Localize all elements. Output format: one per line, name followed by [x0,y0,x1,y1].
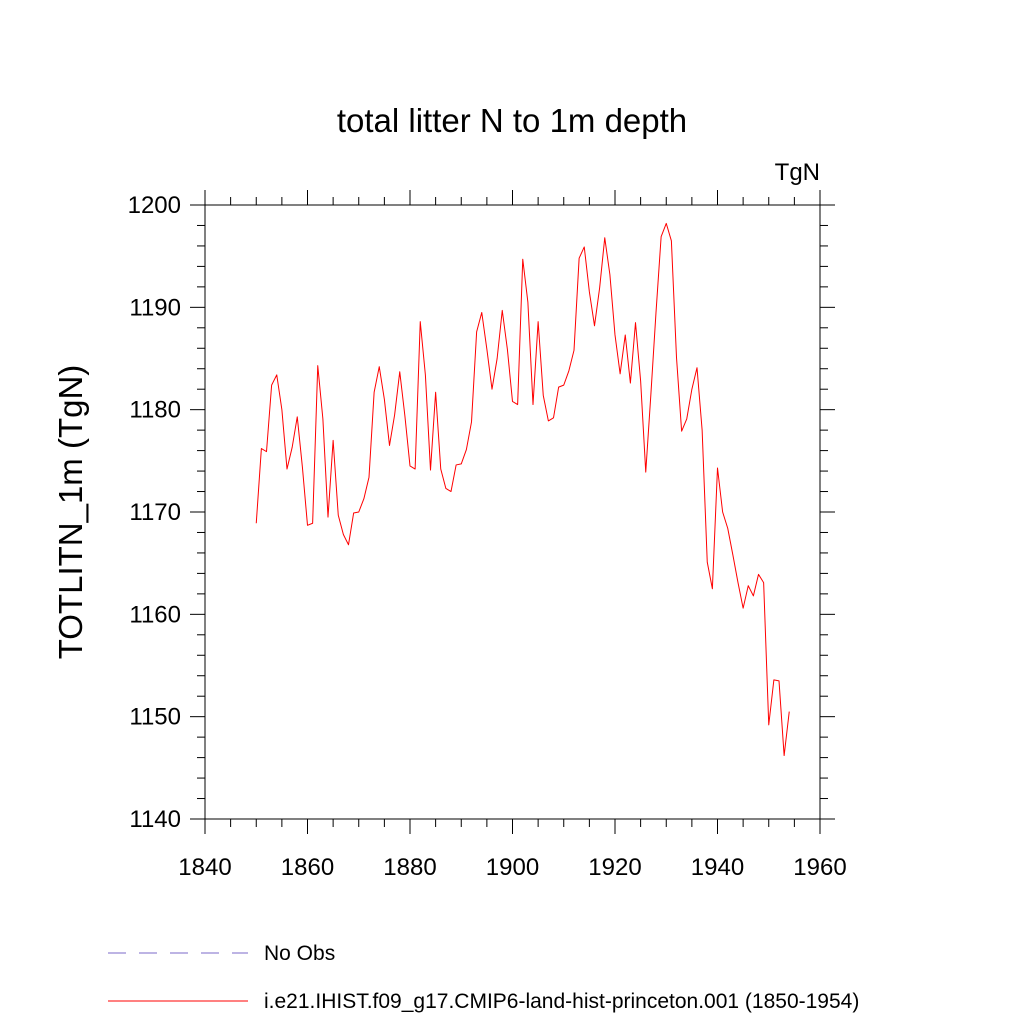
legend-label-model-run: i.e21.IHIST.f09_g17.CMIP6-land-hist-prin… [264,990,859,1013]
series-line-1 [255,222,790,757]
legend-label-no-obs: No Obs [264,942,335,965]
y-tick-label: 1140 [129,806,181,833]
x-tick-label: 1920 [588,854,641,881]
x-tick-label: 1960 [793,854,846,881]
axis-tick-labels: 1840 1860 1880 1900 1920 1940 1960 1140 1150 1160… [128,192,847,881]
x-tick-label: 1940 [691,854,744,881]
y-axis-label: TOTLITN_1m (TgN) [52,365,89,660]
legend: No Obs i.e21.IHIST.f09_g17.CMIP6-land-hi… [108,942,859,1013]
y-tick-label: 1180 [129,397,181,424]
x-tick-label: 1880 [383,854,436,881]
x-tick-label: 1840 [178,854,231,881]
y-tick-label: 1150 [129,704,181,731]
x-tick-label: 1860 [281,854,334,881]
x-tick-label: 1900 [486,854,539,881]
chart-title: total litter N to 1m depth [337,102,687,139]
y-tick-label: 1190 [129,294,181,321]
y-tick-label: 1170 [129,499,181,526]
series-layer [255,222,790,757]
y-tick-label: 1160 [129,601,181,628]
units-label: TgN [775,159,820,186]
plot-frame [204,204,821,820]
y-tick-label: 1200 [128,192,181,219]
axis-ticks [190,190,835,834]
